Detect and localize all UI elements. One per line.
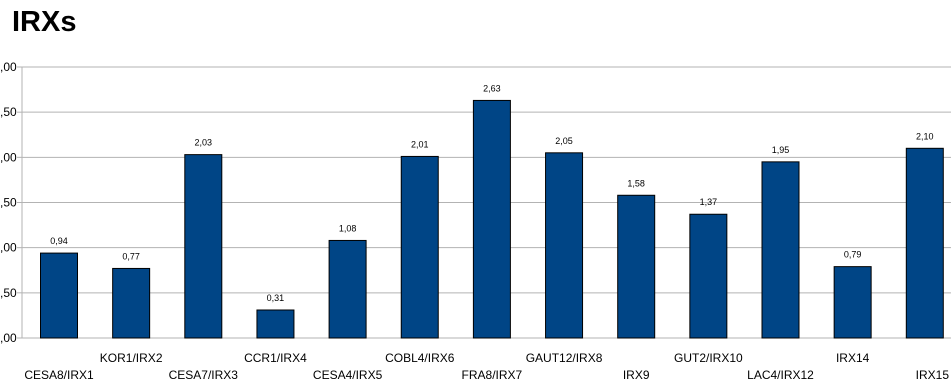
data-labels: 0,94 0,77 2,03 0,31 1,08 2,01 2,63 2,05 1,58 1,37…: [50, 83, 933, 303]
bar: [761, 161, 800, 339]
data-label: 2,10: [916, 131, 934, 141]
data-label: 0,31: [267, 293, 285, 303]
chart-title: IRXs: [12, 6, 77, 38]
data-label: 1,95: [772, 145, 790, 155]
bar: [833, 266, 872, 339]
category-label: CESA7/IRX3: [169, 368, 239, 381]
category-label: IRX9: [623, 368, 650, 381]
category-label: CESA8/IRX1: [24, 368, 94, 381]
data-label: 0,94: [50, 236, 68, 246]
data-label: 1,08: [339, 223, 357, 233]
y-tick-label: ,00: [0, 331, 17, 345]
x-axis-labels: CESA8/IRX1 KOR1/IRX2 CESA7/IRX3 CCR1/IRX4 CE…: [24, 351, 949, 381]
y-tick-label: ,00: [0, 241, 17, 255]
data-label: 2,05: [555, 136, 573, 146]
data-label: 0,77: [122, 251, 140, 261]
y-tick-label: ,50: [0, 105, 17, 119]
data-label: 2,03: [195, 138, 213, 148]
category-label: COBL4/IRX6: [385, 351, 455, 365]
y-tick-label: ,50: [0, 196, 17, 210]
data-label: 2,63: [483, 83, 501, 93]
category-label: LAC4/IRX12: [747, 368, 814, 381]
bar: [400, 155, 439, 339]
bar: [112, 267, 151, 339]
y-tick-label: ,50: [0, 286, 17, 300]
data-label: 0,79: [844, 250, 862, 260]
bar: [905, 147, 944, 339]
category-label: IRX14: [836, 351, 870, 365]
bar: [256, 309, 295, 339]
bar: [184, 154, 223, 339]
category-label: GUT2/IRX10: [674, 351, 743, 365]
category-label: CCR1/IRX4: [244, 351, 307, 365]
category-label: CESA4/IRX5: [313, 368, 383, 381]
y-axis-ticks: ,00 ,50 ,00 ,50 ,00 ,50 ,00: [0, 60, 22, 345]
category-label: FRA8/IRX7: [462, 368, 523, 381]
data-label: 1,37: [700, 197, 718, 207]
category-label: IRX15: [916, 368, 950, 381]
category-label: GAUT12/IRX8: [526, 351, 603, 365]
y-tick-label: ,00: [0, 60, 17, 74]
data-label: 1,58: [627, 178, 645, 188]
bar: [40, 252, 78, 339]
bars: [40, 99, 944, 339]
bar: [689, 213, 728, 339]
bar: [472, 99, 511, 339]
y-tick-label: ,00: [0, 150, 17, 164]
bar: [617, 194, 656, 339]
data-label: 2,01: [411, 139, 429, 149]
bar: [328, 239, 367, 339]
bar: [545, 152, 584, 339]
category-label: KOR1/IRX2: [100, 351, 163, 365]
